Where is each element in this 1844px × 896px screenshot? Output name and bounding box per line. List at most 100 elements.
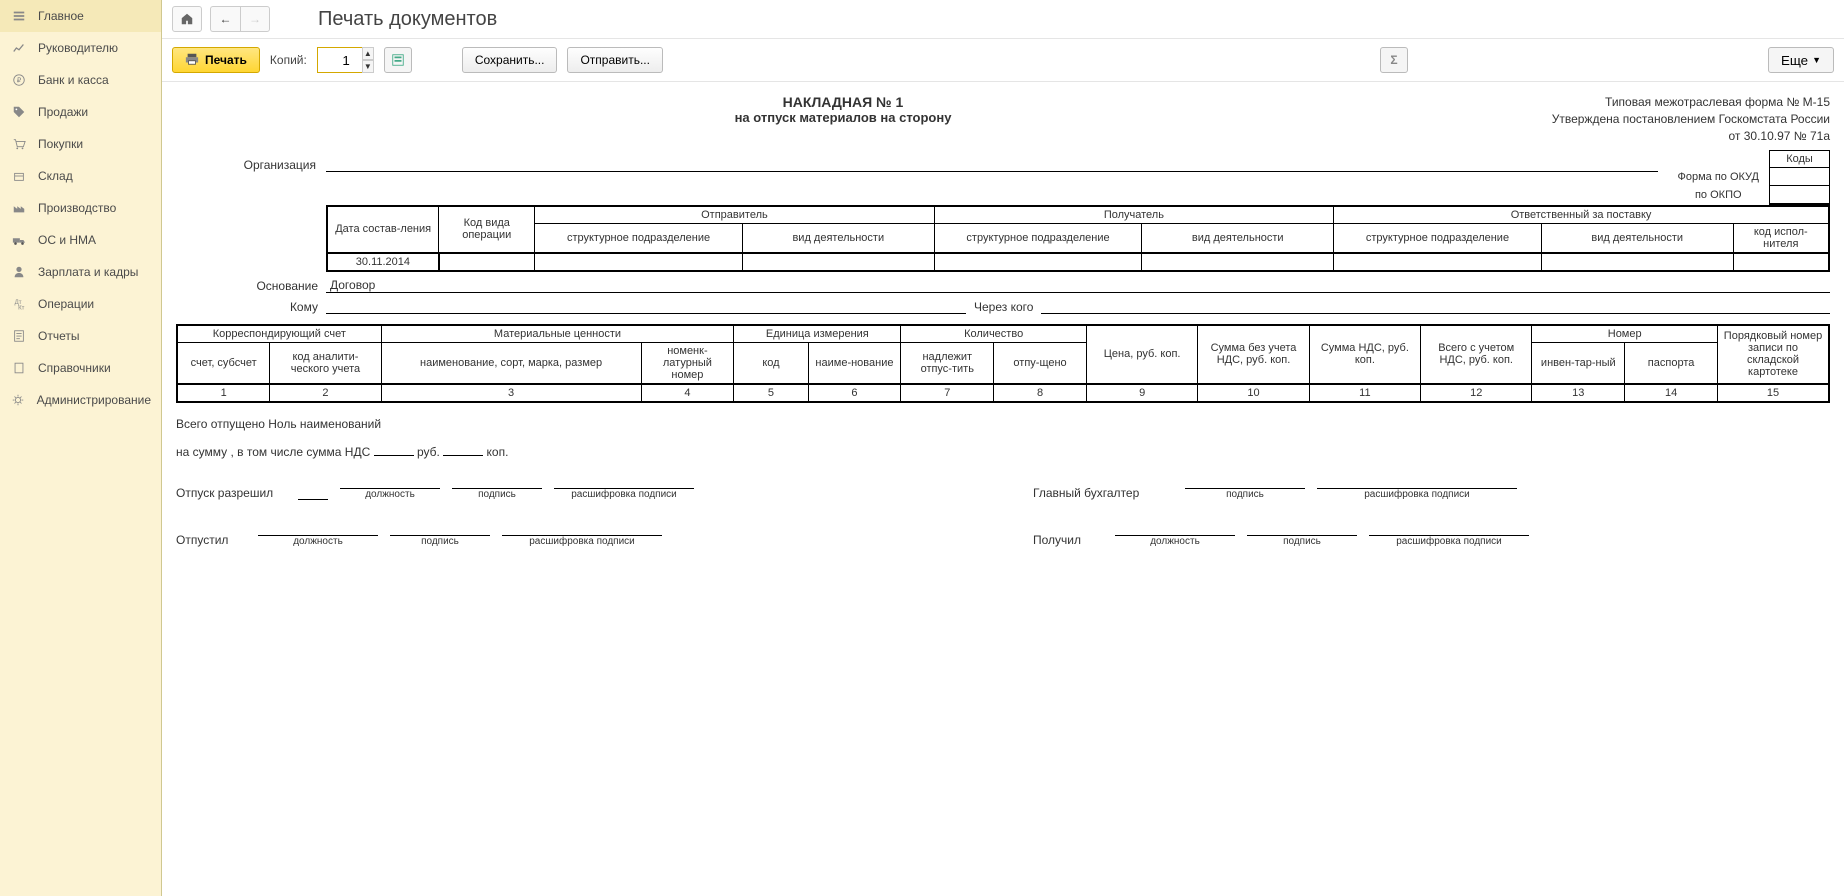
gear-icon <box>10 392 27 408</box>
meta-line: Утверждена постановлением Госкомстата Ро… <box>1510 111 1830 128</box>
th: наиме-нование <box>808 342 901 384</box>
svg-text:₽: ₽ <box>17 77 22 85</box>
th: Количество <box>901 325 1087 343</box>
back-button[interactable]: ← <box>210 6 240 32</box>
cap: расшифровка подписи <box>502 536 662 547</box>
sidebar-item-8[interactable]: Зарплата и кадры <box>0 256 161 288</box>
to-label: Кому <box>256 300 326 314</box>
basis-label: Основание <box>256 279 326 293</box>
th: Ответственный за поставку <box>1334 206 1829 224</box>
th: номенк-латурный номер <box>641 342 734 384</box>
th: Порядковый номер записи по складской кар… <box>1717 325 1829 384</box>
received-by-label: Получил <box>1033 533 1103 547</box>
send-button[interactable]: Отправить... <box>567 47 663 73</box>
sidebar-item-label: Продажи <box>38 105 88 119</box>
th: Всего с учетом НДС, руб. коп. <box>1421 325 1532 384</box>
col-num: 2 <box>270 384 381 402</box>
doc-title: НАКЛАДНАЯ № 1 <box>176 94 1510 110</box>
sidebar-item-9[interactable]: ДтКтОперации <box>0 288 161 320</box>
print-label: Печать <box>205 53 247 67</box>
report-icon <box>10 328 28 344</box>
cap: подпись <box>1185 489 1305 500</box>
chart-icon <box>10 40 28 56</box>
sidebar-item-3[interactable]: Продажи <box>0 96 161 128</box>
home-button[interactable] <box>172 6 202 32</box>
kop-label: коп. <box>487 445 509 459</box>
col-num: 1 <box>177 384 270 402</box>
sidebar-item-label: Склад <box>38 169 73 183</box>
th: Единица измерения <box>734 325 901 343</box>
col-num: 5 <box>734 384 808 402</box>
tag-icon <box>10 104 28 120</box>
print-button[interactable]: Печать <box>172 47 260 73</box>
th: Материальные ценности <box>381 325 734 343</box>
sidebar-item-7[interactable]: ОС и НМА <box>0 224 161 256</box>
codes-table: Коды Форма по ОКУД по ОКПО <box>1668 150 1831 205</box>
col-num: 11 <box>1309 384 1420 402</box>
sidebar-item-6[interactable]: Производство <box>0 192 161 224</box>
col-num: 12 <box>1421 384 1532 402</box>
sidebar-item-12[interactable]: Администрирование <box>0 384 161 416</box>
col-num: 6 <box>808 384 901 402</box>
sidebar-item-label: Покупки <box>38 137 83 151</box>
th: Дата состав-ления <box>327 206 439 253</box>
cap: должность <box>340 489 440 500</box>
header-table: Дата состав-ления Код вида операции Отпр… <box>326 205 1830 272</box>
truck-icon <box>10 232 28 248</box>
col-num: 15 <box>1717 384 1829 402</box>
sigma-button[interactable]: Σ <box>1380 47 1408 73</box>
release-allowed-label: Отпуск разрешил <box>176 486 286 500</box>
date-cell: 30.11.2014 <box>327 253 439 271</box>
copies-spinner[interactable]: ▲▼ <box>362 47 374 73</box>
cap: подпись <box>1247 536 1357 547</box>
th: надлежит отпус-тить <box>901 342 994 384</box>
sidebar-item-1[interactable]: Руководителю <box>0 32 161 64</box>
sidebar-item-label: Отчеты <box>38 329 79 343</box>
th: Корреспондирующий счет <box>177 325 381 343</box>
basis-value: Договор <box>326 278 1830 293</box>
more-button[interactable]: Еще▼ <box>1768 47 1834 73</box>
sidebar-item-11[interactable]: Справочники <box>0 352 161 384</box>
forward-button[interactable]: → <box>240 6 270 32</box>
col-num: 4 <box>641 384 734 402</box>
chief-accountant-label: Главный бухгалтер <box>1033 486 1173 500</box>
th: вид деятельности <box>1541 223 1733 253</box>
svg-text:Кт: Кт <box>18 304 25 311</box>
cap: подпись <box>390 536 490 547</box>
book-icon <box>10 360 28 376</box>
th: счет, субсчет <box>177 342 270 384</box>
sidebar-item-10[interactable]: Отчеты <box>0 320 161 352</box>
sidebar-item-label: Зарплата и кадры <box>38 265 138 279</box>
toolbar: Печать Копий: ▲▼ Сохранить... Отправить.… <box>162 39 1844 82</box>
preview-icon-button[interactable] <box>384 47 412 73</box>
printer-icon <box>185 52 199 69</box>
col-num: 3 <box>381 384 641 402</box>
col-num: 13 <box>1532 384 1625 402</box>
sidebar-item-label: ОС и НМА <box>38 233 96 247</box>
col-num: 10 <box>1198 384 1309 402</box>
cap: должность <box>258 536 378 547</box>
th: код аналити-ческого учета <box>270 342 381 384</box>
through-label: Через кого <box>966 300 1041 314</box>
th: Цена, руб. коп. <box>1086 325 1197 384</box>
th: код испол-нителя <box>1733 223 1829 253</box>
th: паспорта <box>1625 342 1718 384</box>
sidebar-item-4[interactable]: Покупки <box>0 128 161 160</box>
th: Номер <box>1532 325 1718 343</box>
save-button[interactable]: Сохранить... <box>462 47 558 73</box>
sum-line: на сумму , в том числе сумма НДС руб. ко… <box>176 445 1830 459</box>
sidebar-item-0[interactable]: Главное <box>0 0 161 32</box>
to-value <box>326 299 966 314</box>
document-area: НАКЛАДНАЯ № 1 на отпуск материалов на ст… <box>162 82 1844 896</box>
sidebar-item-5[interactable]: Склад <box>0 160 161 192</box>
sidebar-item-2[interactable]: ₽Банк и касса <box>0 64 161 96</box>
cart-icon <box>10 136 28 152</box>
items-table: Корреспондирующий счет Материальные ценн… <box>176 324 1830 403</box>
cap: расшифровка подписи <box>554 489 694 500</box>
col-num: 14 <box>1625 384 1718 402</box>
okud-value <box>1770 168 1830 186</box>
total-released: Всего отпущено Ноль наименований <box>176 417 1830 431</box>
ruble-icon: ₽ <box>10 72 28 88</box>
copies-input[interactable] <box>317 47 363 73</box>
signatures: Отпуск разрешил должность подпись расшиф… <box>176 473 1830 551</box>
